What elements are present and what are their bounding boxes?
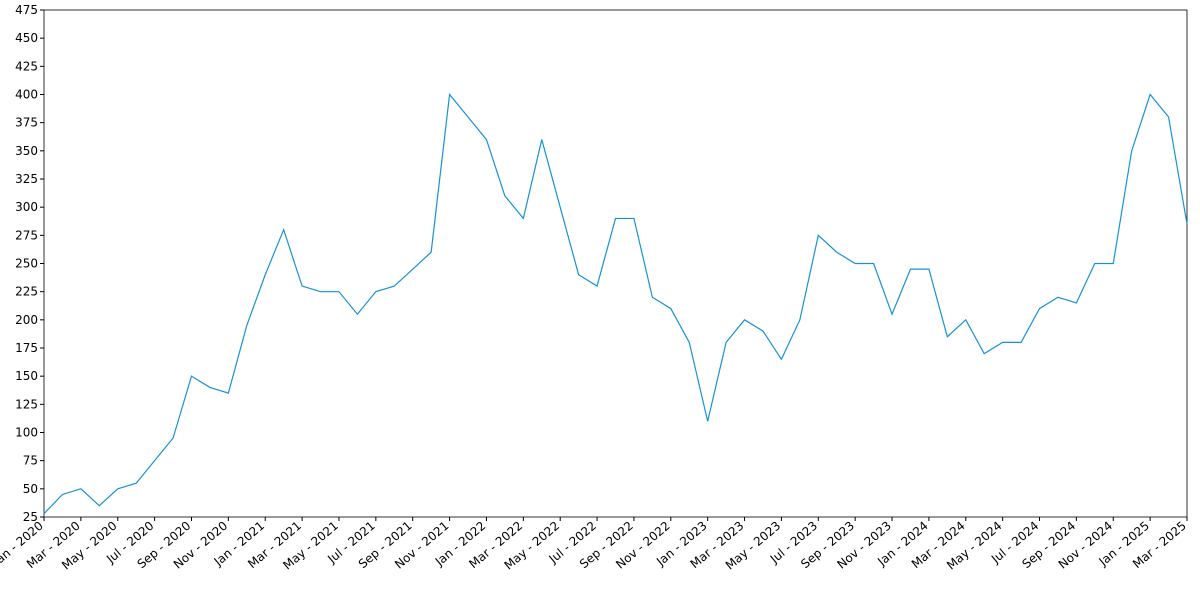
y-tick-label: 275 (15, 228, 38, 242)
y-tick-label: 150 (15, 369, 38, 383)
plot-frame (43, 9, 1188, 518)
y-tick-label: 50 (23, 482, 38, 496)
y-tick-label: 125 (15, 397, 38, 411)
y-tick-label: 100 (15, 426, 38, 440)
y-tick-label: 200 (15, 313, 38, 327)
y-tick-label: 175 (15, 341, 38, 355)
y-tick-label: 450 (15, 31, 38, 45)
y-tick-label: 300 (15, 200, 38, 214)
y-tick-label: 250 (15, 257, 38, 271)
y-tick-label: 75 (23, 454, 38, 468)
price-line (43, 93, 1188, 515)
y-tick-label: 225 (15, 285, 38, 299)
y-tick-label: 325 (15, 172, 38, 186)
y-tick-label: 350 (15, 144, 38, 158)
y-tick-label: 400 (15, 88, 38, 102)
y-tick-label: 25 (23, 510, 38, 524)
y-tick-label: 475 (15, 3, 38, 17)
y-tick-label: 375 (15, 116, 38, 130)
y-tick-label: 425 (15, 59, 38, 73)
